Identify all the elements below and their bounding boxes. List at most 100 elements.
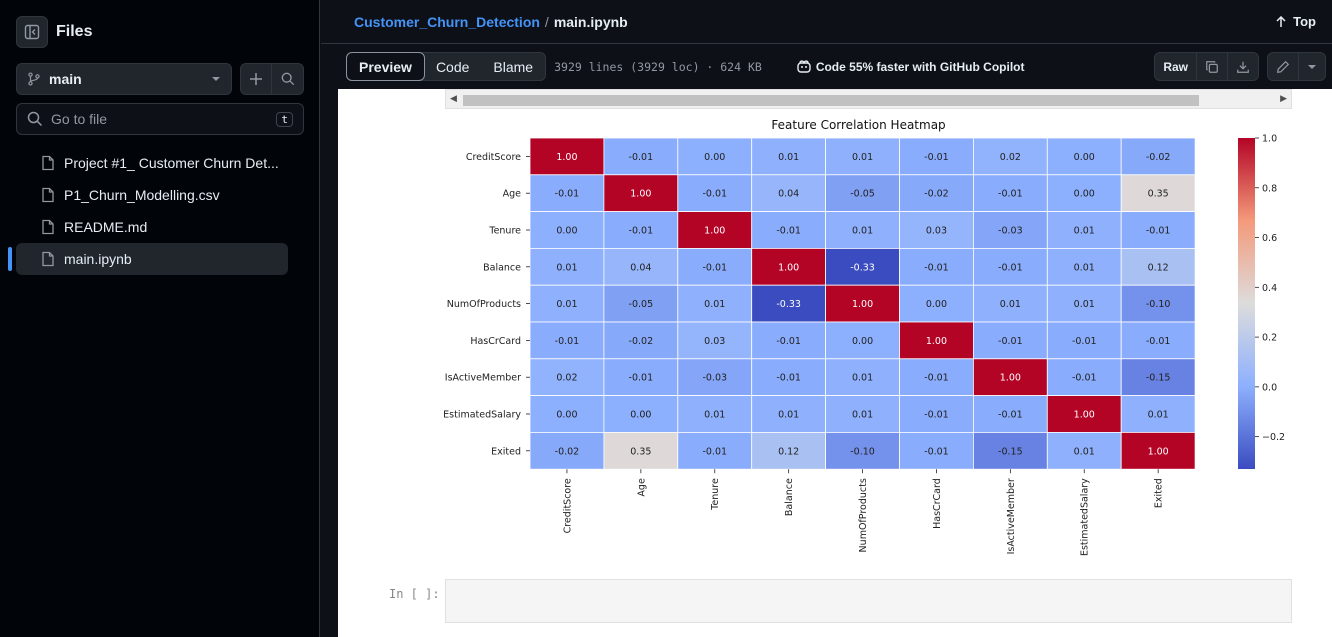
heatmap-cell <box>751 174 827 213</box>
y-tick-label: Balance <box>483 262 521 273</box>
colorbar-tick-label: 0.0 <box>1262 382 1277 393</box>
file-name: Project #1_ Customer Churn Det... <box>64 155 279 171</box>
repo-link[interactable]: Customer_Churn_Detection <box>354 13 540 30</box>
file-icon <box>42 251 54 267</box>
scroll-right-icon[interactable]: ▶ <box>1280 93 1287 103</box>
edit-button[interactable] <box>1268 53 1299 80</box>
cell-value-label: 1.00 <box>630 189 651 200</box>
cell-value-label: 1.00 <box>926 336 947 347</box>
heatmap-cell <box>751 284 827 323</box>
file-item-readme[interactable]: README.md <box>16 211 288 243</box>
file-item-project[interactable]: Project #1_ Customer Churn Det... <box>16 147 288 179</box>
cell-value-label: 0.01 <box>1148 410 1169 421</box>
file-tree: Project #1_ Customer Churn Det... P1_Chu… <box>8 147 288 275</box>
edit-menu-button[interactable] <box>1299 53 1325 80</box>
heatmap-cell <box>1046 247 1122 286</box>
chart-title: Feature Correlation Heatmap <box>771 118 945 132</box>
x-tick-label: CreditScore <box>562 478 573 533</box>
x-tick-label: IsActiveMember <box>1006 478 1017 554</box>
heatmap-cell <box>973 284 1048 323</box>
go-to-file-input[interactable]: Go to file t <box>16 103 304 135</box>
horizontal-scrollbar[interactable]: ◀ ▶ <box>445 89 1292 109</box>
cell-value-label: 1.00 <box>556 152 577 163</box>
cell-value-label: 0.00 <box>1074 189 1095 200</box>
y-tick-label: IsActiveMember <box>445 373 521 384</box>
colorbar-tick-label: 0.6 <box>1262 233 1277 244</box>
cell-value-label: -0.02 <box>555 446 580 457</box>
download-icon <box>1237 61 1249 73</box>
add-file-button[interactable] <box>241 64 273 94</box>
scrollbar-thumb[interactable] <box>463 95 1199 106</box>
cell-value-label: -0.01 <box>702 262 727 273</box>
heatmap-cell <box>899 358 974 396</box>
cell-value-label: -0.01 <box>998 262 1023 273</box>
sidebar-title: Files <box>56 23 93 40</box>
branch-selector[interactable]: main <box>16 63 232 95</box>
cell-value-label: 0.01 <box>1074 226 1095 237</box>
heatmap-cell <box>603 321 679 360</box>
heatmap-cell <box>603 174 679 213</box>
heatmap-cell <box>973 431 1048 470</box>
cell-value-label: 0.12 <box>1148 262 1169 273</box>
cell-value-label: -0.33 <box>850 262 875 273</box>
x-tick-label: NumOfProducts <box>858 478 869 552</box>
cell-value-label: -0.03 <box>998 226 1023 237</box>
heatmap-cell <box>825 321 900 360</box>
heatmap-cell <box>603 431 679 470</box>
tab-code[interactable]: Code <box>435 58 470 75</box>
top-button[interactable]: Top <box>1275 14 1316 29</box>
cell-value-label: 0.01 <box>852 373 873 384</box>
breadcrumb: Customer_Churn_Detection / main.ipynb To… <box>321 0 1332 44</box>
cell-value-label: 0.00 <box>556 226 577 237</box>
cell-value-label: -0.01 <box>629 226 654 237</box>
cell-value-label: -0.05 <box>629 299 654 310</box>
go-to-file-placeholder: Go to file <box>51 111 108 127</box>
cell-value-label: 0.01 <box>1000 299 1021 310</box>
cell-value-label: 0.00 <box>556 410 577 421</box>
heatmap-cell <box>677 395 753 433</box>
file-item-csv[interactable]: P1_Churn_Modelling.csv <box>16 179 288 211</box>
view-mode-tabs: Preview Code Blame <box>346 52 547 81</box>
heatmap-cell <box>751 211 827 249</box>
shortcut-key: t <box>276 111 293 127</box>
search-button[interactable] <box>272 64 303 94</box>
sidebar-collapse-icon <box>24 24 40 40</box>
y-tick-label: Age <box>503 189 522 200</box>
y-tick-label: NumOfProducts <box>447 299 521 310</box>
cell-value-label: 1.00 <box>1074 410 1095 421</box>
plus-icon <box>250 73 262 85</box>
file-item-main-ipynb[interactable]: main.ipynb <box>8 243 288 275</box>
heatmap-cell <box>603 358 679 396</box>
code-cell-input[interactable] <box>445 579 1292 623</box>
tab-blame[interactable]: Blame <box>493 58 534 75</box>
download-button[interactable] <box>1228 53 1258 80</box>
cell-prompt: In [ ]: <box>389 587 440 601</box>
heatmap-cell <box>1120 284 1196 323</box>
copilot-promo[interactable]: Code 55% faster with GitHub Copilot <box>796 59 1025 75</box>
heatmap-cell <box>899 137 974 176</box>
git-branch-icon <box>28 72 40 86</box>
heatmap-cell <box>529 284 605 323</box>
chevron-down-icon <box>212 77 220 81</box>
file-icon <box>42 187 54 203</box>
file-name: main.ipynb <box>64 251 132 267</box>
heatmap-cell <box>529 137 605 176</box>
copy-button[interactable] <box>1197 53 1228 80</box>
cell-value-label: 1.00 <box>852 299 873 310</box>
sidebar-actions <box>240 63 304 95</box>
tab-preview[interactable]: Preview <box>346 52 425 81</box>
cell-value-label: 0.12 <box>778 446 799 457</box>
cell-value-label: -0.03 <box>702 373 727 384</box>
cell-value-label: -0.02 <box>1146 152 1171 163</box>
heatmap-cell <box>751 431 827 470</box>
heatmap-cell <box>825 174 900 213</box>
heatmap-cell <box>529 395 605 433</box>
heatmap-cell <box>973 395 1048 433</box>
collapse-sidebar-button[interactable] <box>16 16 48 48</box>
cell-value-label: -0.05 <box>850 189 875 200</box>
cell-value-label: -0.15 <box>998 446 1023 457</box>
file-icon <box>42 155 54 171</box>
raw-button[interactable]: Raw <box>1155 53 1197 80</box>
raw-actions: Raw <box>1154 52 1259 81</box>
scroll-left-icon[interactable]: ◀ <box>450 93 457 103</box>
